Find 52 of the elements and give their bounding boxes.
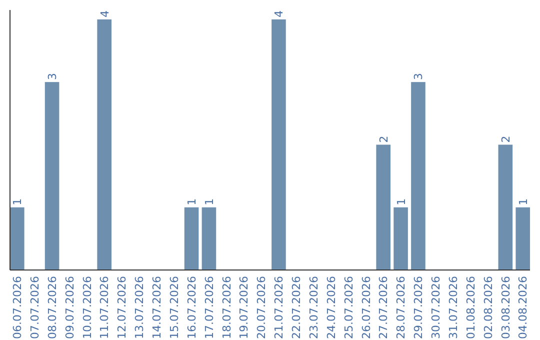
- x-tick-label: 19.07.2026: [238, 276, 251, 339]
- x-tick-label: 04.08.2026: [516, 276, 530, 339]
- bar: [272, 19, 286, 270]
- x-tick-label: 15.07.2026: [168, 276, 181, 339]
- x-tick-label: 17.07.2026: [202, 276, 216, 339]
- x-tick-label: 02.08.2026: [482, 276, 495, 339]
- data-label: 1: [186, 198, 199, 206]
- data-label: 2: [377, 136, 390, 143]
- data-label: 4: [98, 10, 112, 18]
- x-tick-label: 01.08.2026: [464, 276, 478, 339]
- data-label: 1: [202, 198, 216, 206]
- bar: [10, 207, 24, 270]
- x-tick-label: 06.07.2026: [11, 276, 24, 339]
- bar: [97, 19, 112, 270]
- x-tick-label: 13.07.2026: [133, 276, 146, 339]
- x-tick-label: 29.07.2026: [412, 276, 426, 339]
- x-tick-label: 21.07.2026: [272, 276, 286, 339]
- x-tick-label: 12.07.2026: [116, 276, 129, 339]
- bar: [516, 207, 530, 270]
- bar: [394, 207, 408, 270]
- x-tick-label: 08.07.2026: [46, 276, 59, 339]
- data-label: 1: [394, 198, 408, 206]
- data-label: 4: [272, 10, 286, 18]
- x-tick-label: 07.07.2026: [28, 276, 42, 339]
- data-label: 3: [46, 73, 60, 80]
- x-tick-label: 11.07.2026: [98, 276, 112, 339]
- bar: [184, 207, 199, 270]
- x-tick-label: 16.07.2026: [185, 276, 198, 339]
- x-tick-label: 22.07.2026: [290, 276, 304, 339]
- x-tick-label: 23.07.2026: [307, 276, 320, 339]
- x-tick-label: 10.07.2026: [80, 276, 94, 339]
- bar: [44, 82, 60, 270]
- bar: [202, 207, 216, 270]
- x-tick-label: 26.07.2026: [360, 276, 373, 339]
- x-tick-label: 18.07.2026: [220, 276, 234, 339]
- bar: [376, 144, 390, 270]
- x-tick-label: 25.07.2026: [342, 276, 356, 339]
- x-tick-label: 14.07.2026: [150, 276, 164, 339]
- data-label: 2: [499, 136, 512, 143]
- x-tick-label: 24.07.2026: [324, 276, 338, 339]
- x-tick-label: 03.08.2026: [499, 276, 512, 339]
- data-label: 3: [412, 73, 426, 80]
- data-label: 1: [11, 198, 24, 206]
- x-tick-label: 09.07.2026: [63, 276, 76, 339]
- bar: [411, 82, 426, 270]
- x-tick-label: 28.07.2026: [394, 276, 408, 339]
- x-tick-label: 20.07.2026: [255, 276, 268, 339]
- x-tick-label: 30.07.2026: [430, 276, 443, 339]
- x-tick-label: 31.07.2026: [446, 276, 460, 339]
- bar: [498, 144, 513, 270]
- data-label: 1: [516, 198, 530, 206]
- x-tick-label: 27.07.2026: [377, 276, 390, 339]
